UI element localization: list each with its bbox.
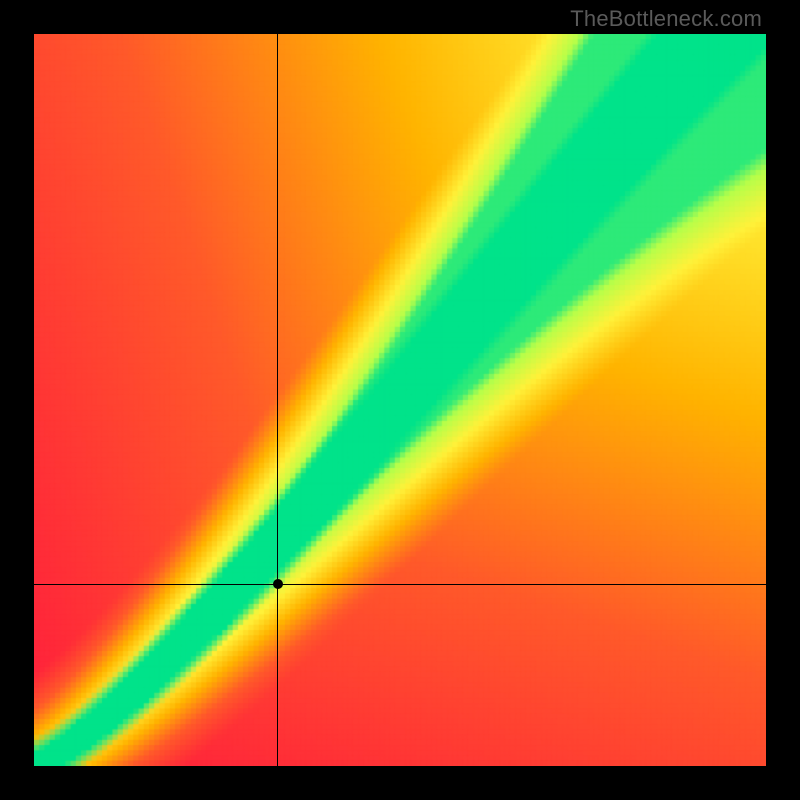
watermark-text: TheBottleneck.com <box>570 6 762 32</box>
crosshair-horizontal <box>34 584 766 585</box>
heatmap-plot <box>34 34 766 766</box>
crosshair-vertical <box>277 34 278 766</box>
crosshair-marker-dot <box>273 579 283 589</box>
heatmap-canvas <box>34 34 766 766</box>
